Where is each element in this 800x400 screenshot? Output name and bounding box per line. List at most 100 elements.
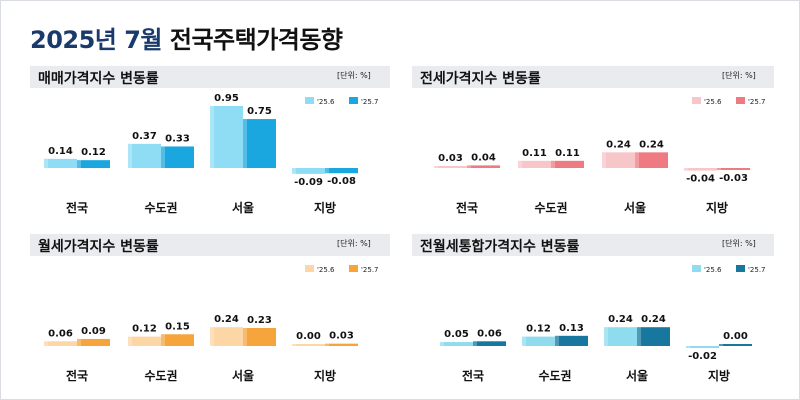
panel-sale-price: 매매가격지수 변동률 [단위: %] '25.6 '25.7 0.14 0.12 전국 0… [30,66,390,226]
unit-label: [단위: %] [337,239,371,248]
bar-highlight-3-0 [684,168,688,171]
legend-swatch-1 [349,265,358,272]
data-label-1-1: 0.15 [165,321,190,332]
bar-highlight-1-0 [128,143,132,168]
data-label-3-0: -0.04 [686,174,715,185]
data-label-0-1: 0.06 [477,328,502,339]
bar-highlight-2-0 [604,327,608,346]
bar-1-0 [522,336,555,346]
category-label-3: 지방 [314,200,336,215]
bar-2-0 [602,152,635,168]
category-label-3: 지방 [314,368,336,383]
bar-highlight-3-1 [717,168,721,170]
bar-highlight-1-1 [161,334,165,346]
data-label-0-0: 0.06 [48,328,73,339]
bar-3-1 [717,168,750,170]
bar-highlight-2-0 [210,327,214,346]
panel-header: 전월세통합가격지수 변동률 [단위: %] [412,234,774,256]
data-label-2-1: 0.24 [639,139,664,150]
bar-1-0 [518,160,551,168]
legend-swatch-1 [736,97,745,104]
bar-1-1 [161,146,194,168]
category-label-0: 전국 [456,200,478,215]
data-label-2-0: 0.24 [214,314,239,325]
category-label-2: 서울 [624,200,646,215]
bar-highlight-2-1 [637,327,641,346]
bar-3-0 [292,344,325,346]
bar-0-0 [44,158,77,168]
category-label-1: 수도권 [534,201,567,215]
legend-label-0: '25.6 [317,266,335,274]
panel-title: 매매가격지수 변동률 [38,71,159,87]
chart-combined-rent: '25.6 '25.7 0.05 0.06 전국 0.12 0.13 수도권 0.24 0.24 서… [440,265,766,383]
bar-3-1 [325,168,358,174]
category-label-2: 서울 [232,368,254,383]
data-label-1-0: 0.12 [132,324,157,335]
data-label-2-0: 0.95 [214,93,239,104]
data-label-3-1: -0.03 [719,173,748,184]
legend-swatch-0 [305,265,314,272]
bar-2-1 [243,327,276,346]
data-label-2-1: 0.24 [641,314,666,325]
bar-0-1 [473,341,506,346]
bar-highlight-2-1 [243,119,247,168]
legend-swatch-0 [692,265,701,272]
data-label-1-0: 0.11 [522,148,547,159]
bar-2-1 [635,152,668,168]
bar-highlight-3-0 [292,168,296,174]
data-label-0-1: 0.04 [471,152,496,163]
bar-3-1 [719,344,752,346]
bar-highlight-1-0 [522,336,526,346]
bar-1-0 [128,143,161,168]
category-label-3: 지방 [708,368,730,383]
data-label-0-0: 0.03 [438,153,463,164]
bar-2-0 [604,327,637,346]
category-label-0: 전국 [66,368,88,383]
panel-jeonse-price: 전세가격지수 변동률 [단위: %] '25.6 '25.7 0.03 0.04 전국 0… [412,66,774,226]
category-label-1: 수도권 [144,201,177,215]
data-label-2-0: 0.24 [608,314,633,325]
data-label-2-1: 0.23 [247,315,272,326]
data-label-1-1: 0.13 [559,323,584,334]
bar-0-1 [77,338,110,346]
category-label-1: 수도권 [538,369,571,383]
bar-1-1 [161,334,194,346]
legend-label-1: '25.7 [361,266,379,274]
bar-2-1 [637,327,670,346]
bar-highlight-3-0 [292,344,296,346]
bar-0-1 [467,165,500,168]
data-label-0-0: 0.05 [444,329,469,340]
page-title-date: 2025년 7월 [30,26,163,54]
panel-header: 월세가격지수 변동률 [단위: %] [30,234,390,256]
bar-highlight-1-1 [555,335,559,346]
bar-0-0 [44,341,77,346]
data-label-3-0: 0.00 [296,331,321,342]
data-label-2-1: 0.75 [247,106,272,117]
unit-label: [단위: %] [337,71,371,80]
bar-highlight-0-0 [44,341,48,346]
bar-1-1 [555,335,588,346]
bar-highlight-0-0 [440,342,444,346]
bar-highlight-3-1 [719,344,723,346]
bar-highlight-2-1 [635,152,639,168]
bar-highlight-1-1 [551,160,555,168]
bar-highlight-2-0 [602,152,606,168]
data-label-3-0: -0.09 [294,177,323,188]
legend-label-0: '25.6 [317,98,335,106]
bar-3-0 [686,346,719,348]
bar-highlight-1-0 [128,336,132,346]
bar-highlight-1-0 [518,160,522,168]
category-label-0: 전국 [66,200,88,215]
bar-0-1 [77,160,110,168]
legend-swatch-0 [305,97,314,104]
bar-highlight-2-1 [243,327,247,346]
data-label-3-1: -0.08 [327,176,356,187]
panel-title: 전세가격지수 변동률 [420,71,541,87]
legend-swatch-0 [692,97,701,104]
chart-sale-price: '25.6 '25.7 0.14 0.12 전국 0.37 0.33 수도권 0.95 0.75 서… [44,93,379,215]
bar-3-0 [292,168,325,174]
panel-header: 전세가격지수 변동률 [단위: %] [412,66,774,88]
bar-highlight-0-1 [77,160,81,168]
chart-monthly-rent: '25.6 '25.7 0.06 0.09 전국 0.12 0.15 수도권 0.24 0.23 서… [44,265,379,383]
bar-highlight-0-1 [467,165,471,168]
